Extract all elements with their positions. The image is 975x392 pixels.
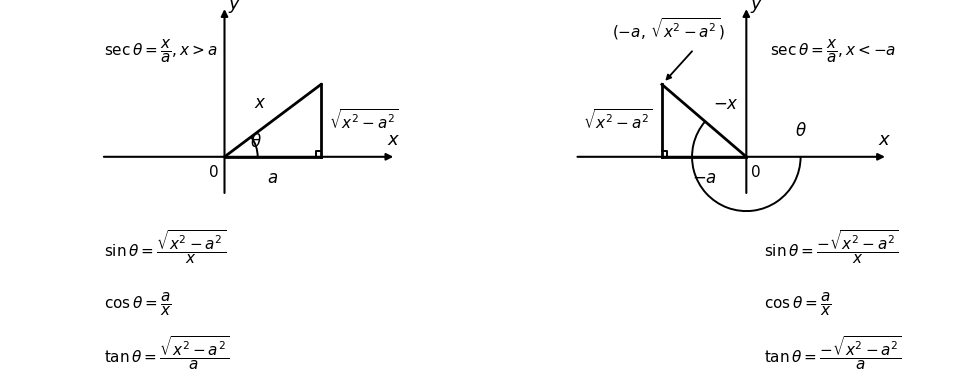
Text: $-a$: $-a$ <box>691 169 717 187</box>
Text: $\theta$: $\theta$ <box>795 122 806 140</box>
Text: $-x$: $-x$ <box>713 95 739 113</box>
Text: $\cos\theta=\dfrac{a}{x}$: $\cos\theta=\dfrac{a}{x}$ <box>764 291 832 318</box>
Text: $\tan\theta=\dfrac{-\sqrt{x^2-a^2}}{a}$: $\tan\theta=\dfrac{-\sqrt{x^2-a^2}}{a}$ <box>764 334 903 372</box>
Text: $y$: $y$ <box>228 0 242 15</box>
Text: $y$: $y$ <box>750 0 763 15</box>
Text: $0$: $0$ <box>750 164 760 180</box>
Text: $\theta$: $\theta$ <box>251 133 262 151</box>
Text: $\tan\theta=\dfrac{\sqrt{x^2-a^2}}{a}$: $\tan\theta=\dfrac{\sqrt{x^2-a^2}}{a}$ <box>104 334 229 372</box>
Text: $(-a,\,\sqrt{x^2-a^2})$: $(-a,\,\sqrt{x^2-a^2})$ <box>611 16 724 42</box>
Text: $\sin\theta=\dfrac{-\sqrt{x^2-a^2}}{x}$: $\sin\theta=\dfrac{-\sqrt{x^2-a^2}}{x}$ <box>764 229 899 266</box>
Text: $\sqrt{x^2-a^2}$: $\sqrt{x^2-a^2}$ <box>329 109 398 132</box>
Text: $\sec\theta=\dfrac{x}{a}, x>a$: $\sec\theta=\dfrac{x}{a}, x>a$ <box>104 38 217 65</box>
Text: $\sec\theta=\dfrac{x}{a}, x<-a$: $\sec\theta=\dfrac{x}{a}, x<-a$ <box>770 38 897 65</box>
Text: $x$: $x$ <box>878 131 892 149</box>
Text: $0$: $0$ <box>209 164 219 180</box>
Text: $x$: $x$ <box>254 94 267 112</box>
Text: $\cos\theta=\dfrac{a}{x}$: $\cos\theta=\dfrac{a}{x}$ <box>104 291 172 318</box>
Text: $a$: $a$ <box>267 169 278 187</box>
Text: $x$: $x$ <box>387 131 400 149</box>
Text: $\sin\theta=\dfrac{\sqrt{x^2-a^2}}{x}$: $\sin\theta=\dfrac{\sqrt{x^2-a^2}}{x}$ <box>104 229 226 266</box>
Text: $\sqrt{x^2-a^2}$: $\sqrt{x^2-a^2}$ <box>583 109 653 132</box>
